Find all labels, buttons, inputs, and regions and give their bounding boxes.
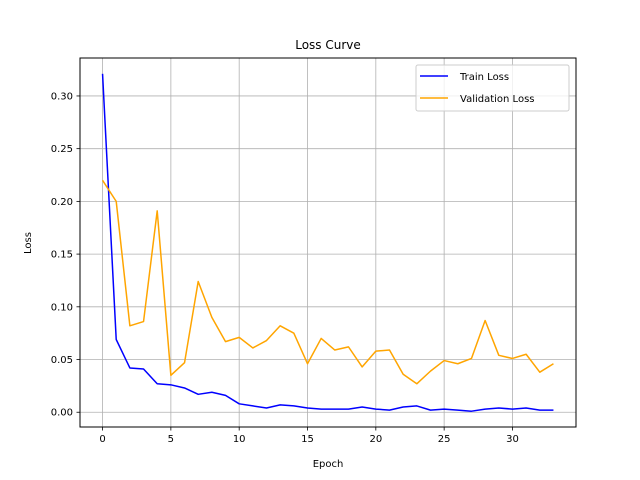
chart-title: Loss Curve — [295, 38, 361, 52]
series-lines — [101, 73, 554, 412]
axis-ticks: 0 5 10 15 20 25 30 0.00 0.05 0.10 0.15 0.20 0.25 0.30 — [51, 91, 519, 445]
y-axis-label: Loss — [23, 232, 34, 254]
x-tick-label: 15 — [301, 434, 314, 445]
y-tick-label: 0.05 — [51, 355, 73, 366]
grid-lines — [80, 58, 576, 427]
y-tick-label: 0.25 — [51, 144, 73, 155]
series-line-train-loss — [101, 73, 554, 412]
x-axis-label: Epoch — [313, 459, 344, 470]
legend: Train Loss Validation Loss — [415, 64, 570, 112]
plot-frame — [79, 57, 577, 428]
legend-box — [415, 64, 570, 112]
x-tick-label: 0 — [99, 434, 105, 445]
legend-label-validation-loss: Validation Loss — [460, 94, 535, 105]
x-tick-label: 25 — [438, 434, 451, 445]
x-tick-label: 10 — [233, 434, 246, 445]
y-tick-label: 0.00 — [51, 408, 73, 419]
x-tick-label: 30 — [506, 434, 519, 445]
x-tick-label: 20 — [369, 434, 382, 445]
y-tick-label: 0.20 — [51, 197, 73, 208]
y-tick-label: 0.10 — [51, 302, 73, 313]
y-tick-label: 0.30 — [51, 91, 73, 102]
x-tick-label: 5 — [168, 434, 174, 445]
series-line-validation-loss — [101, 179, 554, 385]
legend-label-train-loss: Train Loss — [459, 72, 509, 83]
y-tick-label: 0.15 — [51, 250, 73, 261]
